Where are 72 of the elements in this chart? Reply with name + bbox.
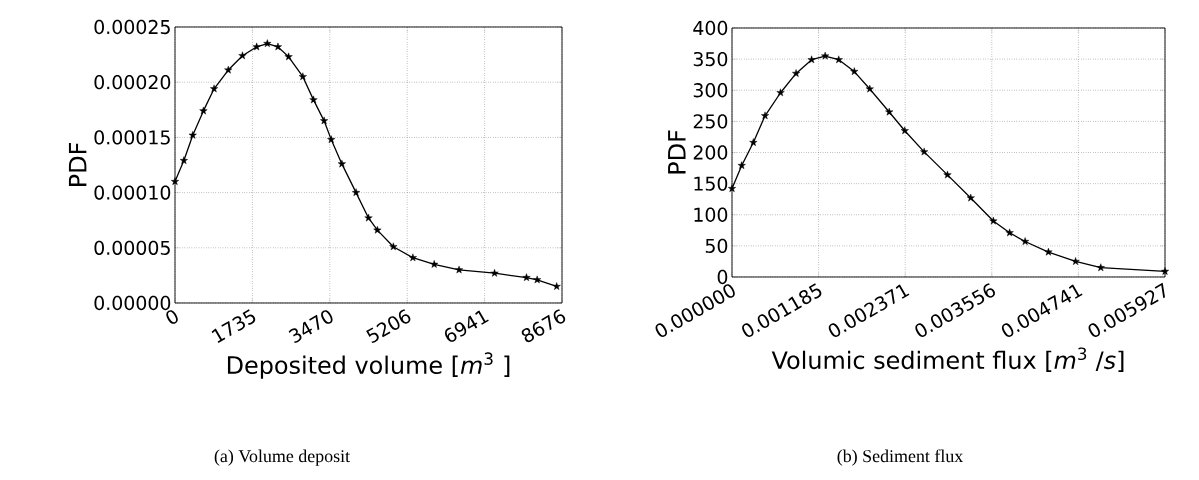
point <box>490 268 499 277</box>
point <box>821 51 830 60</box>
point <box>1161 267 1170 275</box>
point <box>298 72 307 81</box>
y-tick-label: 150 <box>694 176 728 191</box>
x-axis-title: Volumic sediment flux [m$^{3}$ /s] <box>771 347 1124 372</box>
text: (b) Sediment flux <box>837 449 964 466</box>
point <box>455 265 464 274</box>
y-tick-label: 50 <box>705 238 728 254</box>
point <box>1071 257 1080 265</box>
point <box>171 177 179 185</box>
y-axis-title: PDF <box>668 130 686 174</box>
point <box>389 242 398 251</box>
point <box>966 193 975 202</box>
point <box>320 116 329 125</box>
point <box>430 260 439 268</box>
point <box>188 130 197 139</box>
point <box>749 138 758 146</box>
point <box>1021 237 1030 245</box>
point <box>199 106 208 115</box>
point <box>737 161 746 169</box>
point <box>273 42 282 51</box>
point <box>885 107 894 116</box>
point <box>210 84 219 93</box>
point <box>1005 228 1014 237</box>
y-tick-label: 0.00010 <box>94 185 171 200</box>
y-tick-label: 400 <box>693 20 728 36</box>
point <box>533 275 542 284</box>
y-tick-label: 250 <box>693 114 728 129</box>
y-tick-label: 0.00000 <box>94 295 171 311</box>
text: (a) Volume deposit <box>214 449 350 466</box>
point <box>900 126 909 135</box>
x-axis-title: Deposited volume [m$^{3}$ ] <box>227 352 510 379</box>
y-tick-label: 0.00020 <box>94 75 171 90</box>
point <box>1044 247 1053 256</box>
x-tick-label: 6941 <box>445 310 489 342</box>
point <box>179 156 188 165</box>
y-tick-label: 200 <box>693 145 728 160</box>
point <box>309 95 318 104</box>
point <box>352 188 361 197</box>
point <box>252 42 261 51</box>
point <box>263 39 272 47</box>
point <box>761 111 770 120</box>
point <box>728 184 737 193</box>
y-tick-label: 0.00005 <box>94 240 170 255</box>
y-tick-label: 350 <box>693 51 728 67</box>
point <box>238 51 247 60</box>
point <box>373 225 382 234</box>
point <box>850 67 859 76</box>
point <box>989 216 998 225</box>
y-tick-label: 0 <box>717 269 728 285</box>
y-axis-title: PDF <box>68 143 87 186</box>
y-tick-label: 300 <box>693 83 728 98</box>
point <box>776 88 785 97</box>
point <box>792 69 801 77</box>
point <box>1096 263 1105 272</box>
point <box>552 282 561 290</box>
point <box>327 135 336 144</box>
point <box>834 55 843 64</box>
point <box>943 170 952 179</box>
point <box>522 273 531 282</box>
y-tick-label: 0.00025 <box>94 19 170 35</box>
point <box>337 159 346 168</box>
point <box>284 52 293 61</box>
point <box>865 84 874 93</box>
point <box>807 55 816 64</box>
point <box>920 147 929 156</box>
y-tick-label: 0.00015 <box>94 130 170 145</box>
y-tick-label: 100 <box>694 207 728 222</box>
point <box>224 65 233 74</box>
point <box>408 253 417 262</box>
point <box>364 213 373 222</box>
